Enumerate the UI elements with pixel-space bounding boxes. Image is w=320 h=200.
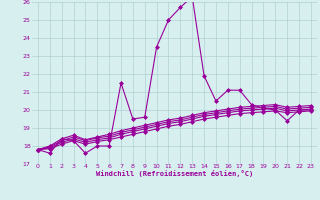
X-axis label: Windchill (Refroidissement éolien,°C): Windchill (Refroidissement éolien,°C) [96,170,253,177]
